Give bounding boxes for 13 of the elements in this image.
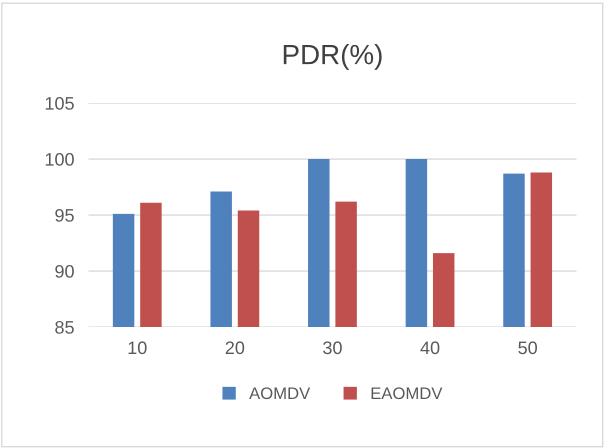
y-tick-label: 105	[46, 96, 74, 110]
x-tick-label: 10	[128, 341, 147, 354]
x-tick-label: 20	[226, 341, 244, 354]
x-tick-label: 50	[518, 341, 537, 354]
y-tick-label: 95	[55, 208, 74, 222]
y-tick-label: 85	[55, 320, 74, 334]
x-tick-label: 30	[323, 341, 342, 354]
y-tick-label: 90	[55, 264, 74, 278]
legend-label: EAOMDV	[372, 387, 442, 400]
y-tick-label: 100	[46, 152, 74, 166]
x-tick-label: 40	[420, 341, 440, 354]
chart-title: PDR(%)	[284, 44, 382, 70]
legend-label: AOMDV	[249, 387, 310, 400]
